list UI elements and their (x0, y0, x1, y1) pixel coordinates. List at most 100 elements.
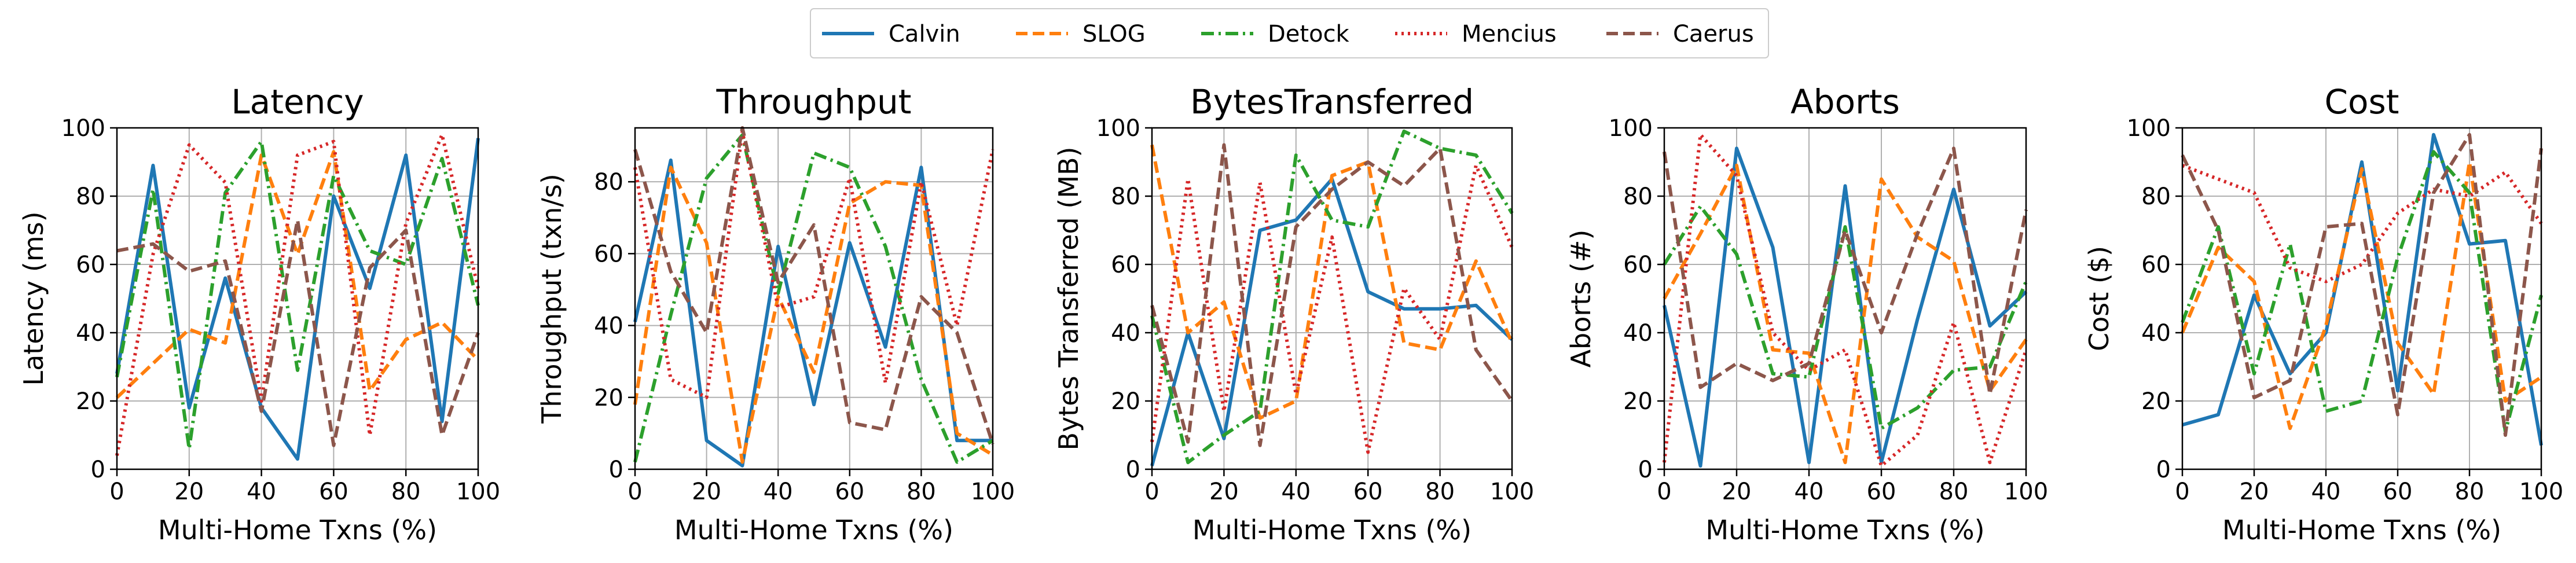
plot-frame (1151, 127, 1513, 470)
y-tick-label: 80 (2141, 183, 2171, 210)
series-line-mencius (633, 130, 995, 399)
y-axis-label: Aborts (#) (1565, 230, 1597, 368)
x-tick-label: 80 (1939, 479, 1969, 505)
y-tick-label: 20 (2141, 388, 2171, 415)
y-tick-label: 60 (1111, 252, 1140, 278)
series-line-detock (2181, 150, 2543, 434)
x-tick-label: 60 (319, 479, 348, 505)
y-tick-label: 0 (2156, 457, 2171, 483)
chart-title: Cost (2325, 82, 2399, 122)
x-axis-label: Multi-Home Txns (%) (1705, 514, 1984, 546)
y-tick-label: 0 (91, 457, 105, 483)
series-line-slog (1663, 163, 2028, 465)
x-tick-label: 40 (764, 479, 793, 505)
x-tick-label: 60 (835, 479, 864, 505)
plot-frame (634, 127, 994, 470)
series-line-caerus (2181, 133, 2543, 437)
y-tick-label: 40 (76, 320, 105, 347)
y-axis-label: Cost ($) (2083, 246, 2115, 351)
y-axis-label: Bytes Transferred (MB) (1053, 146, 1084, 450)
chart-panel-latency: 0 20 40 60 80 100 0 20 40 60 80 100 Latency Multi-Hom… (18, 82, 500, 546)
legend-label-detock: Detock (1268, 21, 1350, 47)
plot-frame (1663, 127, 2027, 470)
legend-label-calvin: Calvin (889, 21, 960, 47)
y-tick-label: 20 (1623, 388, 1653, 415)
chart-title: Latency (231, 82, 364, 122)
y-tick-label: 100 (2127, 115, 2171, 142)
y-tick-label: 0 (1638, 457, 1653, 483)
y-tick-label: 40 (2141, 320, 2171, 347)
series-line-calvin (115, 138, 480, 461)
series-line-mencius (115, 133, 480, 456)
legend: Calvin SLOG Detock Mencius Caerus (810, 8, 1769, 58)
y-tick-label: 40 (1623, 320, 1653, 347)
plot-frame (116, 127, 479, 470)
chart-panel-cost: 0 20 40 60 80 100 0 20 40 60 80 100 Cost Multi-Home T… (2083, 82, 2563, 546)
x-tick-label: 0 (109, 479, 124, 505)
series-line-calvin (1150, 177, 1514, 466)
x-tick-label: 0 (628, 479, 642, 505)
series-line-calvin (633, 158, 993, 468)
x-tick-label: 60 (1867, 479, 1896, 505)
x-axis-label: Multi-Home Txns (%) (158, 514, 437, 546)
x-tick-label: 60 (2383, 479, 2413, 505)
x-tick-label: 80 (391, 479, 421, 505)
chart-title: Aborts (1790, 82, 1900, 122)
series-line-slog (115, 150, 480, 399)
x-tick-label: 20 (1722, 479, 1752, 505)
x-tick-label: 100 (1490, 479, 1534, 505)
y-tick-label: 60 (594, 241, 623, 267)
x-tick-label: 80 (1425, 479, 1455, 505)
chart-title: BytesTransferred (1190, 82, 1474, 122)
x-tick-label: 0 (1144, 479, 1159, 505)
y-tick-label: 80 (594, 169, 623, 196)
y-tick-label: 0 (609, 457, 623, 483)
legend-label-mencius: Mencius (1462, 21, 1557, 47)
y-tick-label: 20 (76, 388, 105, 415)
x-tick-label: 80 (2455, 479, 2485, 505)
x-tick-label: 20 (2240, 479, 2269, 505)
y-tick-label: 40 (594, 313, 623, 340)
y-tick-label: 80 (1111, 183, 1140, 210)
plot-frame (2181, 127, 2542, 470)
y-tick-label: 20 (1111, 388, 1140, 415)
x-axis-label: Multi-Home Txns (%) (1192, 514, 1472, 546)
x-tick-label: 40 (2311, 479, 2341, 505)
legend-label-slog: SLOG (1082, 21, 1146, 47)
series-line-mencius (1663, 133, 2028, 468)
x-tick-label: 100 (971, 479, 1015, 505)
y-tick-label: 20 (594, 385, 623, 411)
chart-panels: 0 20 40 60 80 100 0 20 40 60 80 100 Latency Multi-Hom… (18, 82, 2563, 546)
chart-panel-bytestransferred: 0 20 40 60 80 100 0 20 40 60 80 100 BytesTransferred… (1053, 82, 1534, 546)
x-axis-label: Multi-Home Txns (%) (2222, 514, 2501, 546)
x-tick-label: 60 (1353, 479, 1383, 505)
y-tick-label: 60 (1623, 252, 1653, 278)
y-tick-label: 80 (76, 183, 105, 210)
x-tick-label: 40 (247, 479, 276, 505)
x-tick-label: 20 (174, 479, 204, 505)
x-axis-label: Multi-Home Txns (%) (674, 514, 953, 546)
y-tick-label: 100 (61, 115, 105, 142)
series-line-detock (633, 133, 994, 464)
x-tick-label: 100 (456, 479, 500, 505)
series-line-detock (115, 139, 480, 451)
x-tick-label: 100 (2004, 479, 2048, 505)
y-tick-label: 0 (1126, 457, 1140, 483)
x-tick-label: 80 (907, 479, 936, 505)
legend-frame (810, 8, 1769, 58)
series-line-slog (1150, 144, 1514, 420)
series-line-caerus (116, 218, 480, 447)
y-tick-label: 40 (1111, 320, 1140, 347)
series-line-mencius (2181, 164, 2543, 284)
x-tick-label: 100 (2519, 479, 2563, 505)
x-tick-label: 20 (1209, 479, 1239, 505)
chart-panel-throughput: 0 20 40 60 80 100 0 20 40 60 80 Throughput Multi-Hom… (536, 82, 1015, 546)
y-tick-label: 100 (1609, 115, 1653, 142)
series-line-mencius (1150, 163, 1514, 454)
y-tick-label: 60 (2141, 252, 2171, 278)
x-tick-label: 20 (692, 479, 721, 505)
x-tick-label: 0 (2175, 479, 2189, 505)
x-tick-label: 0 (1657, 479, 1671, 505)
chart-title: Throughput (716, 82, 912, 122)
